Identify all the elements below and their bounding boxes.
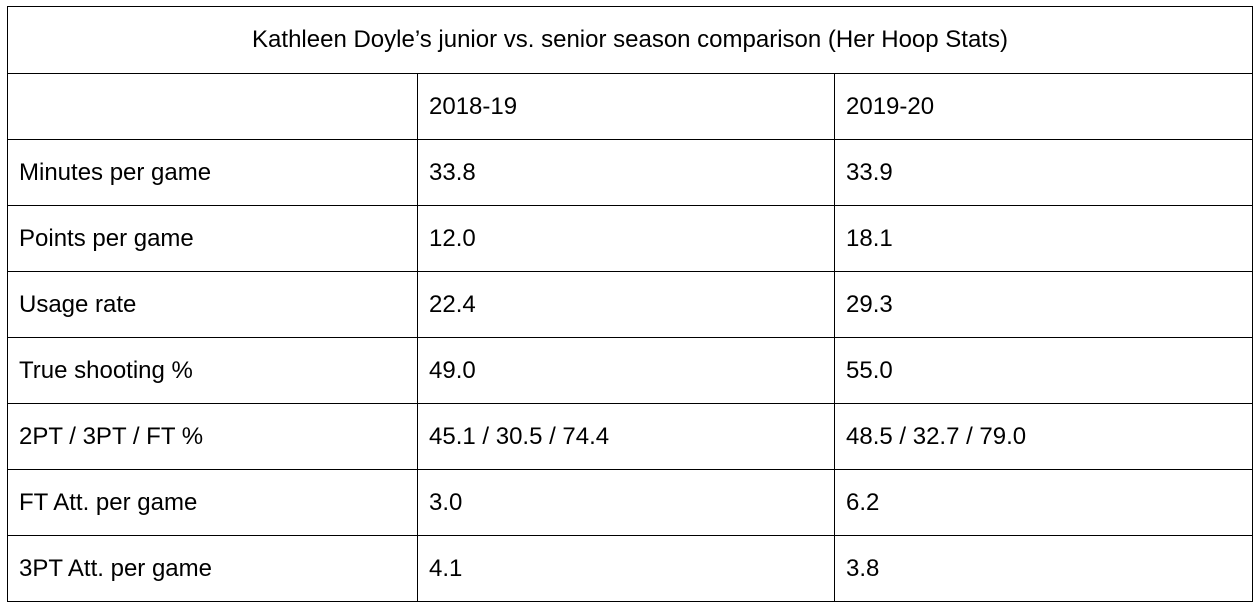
table-row: Points per game 12.0 18.1 [7, 205, 1254, 272]
header-cell-empty [7, 73, 418, 140]
table-title: Kathleen Doyle’s junior vs. senior seaso… [6, 6, 1254, 74]
table-row: 2PT / 3PT / FT % 45.1 / 30.5 / 74.4 48.5… [7, 403, 1254, 470]
row-label: Points per game [7, 205, 418, 272]
table-row: 3PT Att. per game 4.1 3.8 [7, 535, 1254, 602]
cell-2018-19: 45.1 / 30.5 / 74.4 [417, 403, 835, 470]
cell-2019-20: 18.1 [833, 205, 1254, 272]
cell-2019-20: 6.2 [833, 469, 1254, 536]
table-row: True shooting % 49.0 55.0 [7, 337, 1254, 404]
row-label: 3PT Att. per game [7, 535, 418, 602]
cell-2019-20: 3.8 [833, 535, 1254, 602]
cell-2018-19: 33.8 [417, 139, 835, 206]
cell-2018-19: 22.4 [417, 271, 835, 338]
cell-2019-20: 55.0 [833, 337, 1254, 404]
row-label: True shooting % [7, 337, 418, 404]
table-title-row: Kathleen Doyle’s junior vs. senior seaso… [6, 6, 1254, 74]
cell-2018-19: 49.0 [417, 337, 835, 404]
row-label: Usage rate [7, 271, 418, 338]
table-row: FT Att. per game 3.0 6.2 [7, 469, 1254, 536]
table-row: Usage rate 22.4 29.3 [7, 271, 1254, 338]
row-label: Minutes per game [7, 139, 418, 206]
cell-2019-20: 33.9 [833, 139, 1254, 206]
row-label: FT Att. per game [7, 469, 418, 536]
row-label: 2PT / 3PT / FT % [7, 403, 418, 470]
header-cell-2018-19: 2018-19 [417, 73, 835, 140]
cell-2018-19: 12.0 [417, 205, 835, 272]
stats-comparison-table: Kathleen Doyle’s junior vs. senior seaso… [6, 6, 1254, 602]
table-header-row: 2018-19 2019-20 [7, 73, 1254, 140]
cell-2018-19: 4.1 [417, 535, 835, 602]
table-row: Minutes per game 33.8 33.9 [7, 139, 1254, 206]
cell-2018-19: 3.0 [417, 469, 835, 536]
cell-2019-20: 29.3 [833, 271, 1254, 338]
header-cell-2019-20: 2019-20 [833, 73, 1254, 140]
cell-2019-20: 48.5 / 32.7 / 79.0 [833, 403, 1254, 470]
